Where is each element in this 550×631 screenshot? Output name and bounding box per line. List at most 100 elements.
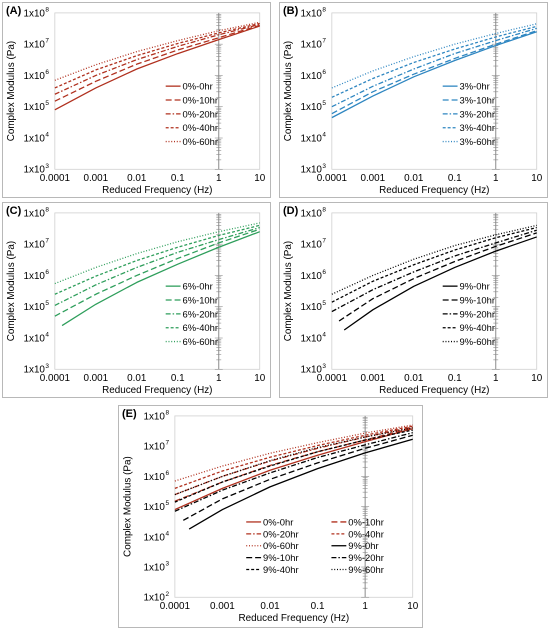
y-tick-label: 1x10 <box>301 102 323 113</box>
series-line <box>174 427 413 511</box>
x-axis-label: Reduced Frequency (Hz) <box>238 613 349 624</box>
series-line <box>174 425 413 489</box>
y-tick-label: 1x10 <box>24 365 46 376</box>
panel-label-e: (E) <box>122 408 137 420</box>
plot-area <box>54 12 261 170</box>
x-tick-label: 0.0001 <box>160 601 191 612</box>
series-line <box>331 226 537 303</box>
x-tick-label: 0.0001 <box>40 173 71 184</box>
y-tick-exponent: 6 <box>45 269 49 276</box>
x-tick-label: 10 <box>407 601 419 612</box>
chart-panel-a: 0.0001 0.001 0.01 0.1 1 10 1x10 3 1x10 4 1x10 5 1x10… <box>2 2 271 198</box>
panel-label-a: (A) <box>6 5 22 17</box>
legend-label: 0%-20hr <box>183 108 219 119</box>
legend: 9%-0hr 9%-10hr 9%-20hr 9%-40hr 9%-60hr <box>442 281 496 347</box>
legend-label: 0%-0hr <box>183 81 213 92</box>
x-tick-label: 0.0001 <box>317 373 348 384</box>
y-tick-exponent: 8 <box>322 206 326 213</box>
legend-label: 9%-40hr <box>460 322 496 333</box>
x-tick-label: 0.01 <box>127 173 147 184</box>
y-tick-exponent: 4 <box>322 332 326 339</box>
series-line <box>331 30 537 115</box>
x-axis-label: Reduced Frequency (Hz) <box>102 385 212 396</box>
legend-label: 9%-0hr <box>460 281 490 292</box>
y-tick-label: 1x10 <box>24 302 46 313</box>
y-axis-label: Complex Modulus (Pa) <box>283 41 294 141</box>
legend-label: 3%-0hr <box>460 81 490 92</box>
y-tick-exponent: 5 <box>165 500 169 507</box>
y-tick-exponent: 8 <box>45 206 49 213</box>
x-tick-label: 0.1 <box>171 173 185 184</box>
legend-label: 3%-20hr <box>460 108 496 119</box>
series-line <box>188 438 413 530</box>
chart-panel-d: 0.0001 0.001 0.01 0.1 1 10 1x10 3 1x10 4 1x10 5 1x10… <box>279 202 548 398</box>
x-axis-label: Reduced Frequency (Hz) <box>102 185 212 196</box>
legend-label: 0%-60hr <box>263 540 299 551</box>
legend-label: 0%-40hr <box>183 122 219 133</box>
x-tick-label: 0.01 <box>404 373 424 384</box>
chart-panel-c: 0.0001 0.001 0.01 0.1 1 10 1x10 3 1x10 4 1x10 5 1x10… <box>2 202 271 398</box>
plot-area <box>54 212 261 370</box>
y-tick-exponent: 3 <box>45 163 49 170</box>
plot-area <box>331 212 538 370</box>
y-tick-label: 1x10 <box>143 532 165 543</box>
x-tick-label: 0.1 <box>448 173 462 184</box>
legend-label: 9%-20hr <box>348 552 384 563</box>
y-tick-exponent: 8 <box>165 409 169 416</box>
y-tick-label: 1x10 <box>24 40 46 51</box>
y-tick-exponent: 6 <box>322 69 326 76</box>
legend-label: 0%-0hr <box>263 516 293 527</box>
x-tick-label: 0.001 <box>210 601 235 612</box>
legend-label: 3%-10hr <box>460 94 496 105</box>
y-tick-exponent: 8 <box>322 6 326 13</box>
y-tick-label: 1x10 <box>301 333 323 344</box>
legend: 0%-0hr 0%-10hr 0%-20hr 0%-40hr 0%-60hr <box>165 81 219 147</box>
legend-label: 0%-20hr <box>263 528 299 539</box>
y-axis-label: Complex Modulus (Pa) <box>122 456 133 557</box>
y-tick-exponent: 7 <box>45 38 49 45</box>
y-tick-label: 1x10 <box>24 333 46 344</box>
y-tick-exponent: 5 <box>322 100 326 107</box>
y-tick-label: 1x10 <box>301 302 323 313</box>
chart-panel-b: 0.0001 0.001 0.01 0.1 1 10 1x10 3 1x10 4 1x10 5 1x10… <box>279 2 548 198</box>
y-tick-exponent: 4 <box>45 132 49 139</box>
series-line <box>331 23 537 89</box>
series-line <box>174 429 413 503</box>
x-tick-label: 0.01 <box>260 601 280 612</box>
series-line <box>54 226 260 307</box>
x-tick-label: 0.1 <box>171 373 185 384</box>
legend-label: 0%-10hr <box>348 516 384 527</box>
y-tick-exponent: 7 <box>322 238 326 245</box>
legend-label: 6%-10hr <box>183 294 219 305</box>
y-tick-label: 1x10 <box>24 8 46 19</box>
x-axis-label: Reduced Frequency (Hz) <box>379 385 489 396</box>
x-tick-label: 1 <box>216 373 222 384</box>
series-line <box>343 236 537 331</box>
y-axis-label: Complex Modulus (Pa) <box>6 241 17 341</box>
legend-label: 0%-60hr <box>183 136 219 147</box>
legend: 3%-0hr 3%-10hr 3%-20hr 3%-40hr 3%-60hr <box>442 81 496 147</box>
legend-label: 0%-10hr <box>183 94 219 105</box>
series-line <box>54 228 260 317</box>
y-tick-label: 1x10 <box>301 133 323 144</box>
legend-label: 3%-40hr <box>460 122 496 133</box>
x-tick-label: 0.0001 <box>40 373 71 384</box>
panel-label-c: (C) <box>6 205 22 217</box>
y-tick-exponent: 7 <box>322 38 326 45</box>
y-tick-exponent: 6 <box>165 470 169 477</box>
plot-area <box>331 12 538 170</box>
plot-area <box>174 415 414 598</box>
y-tick-label: 1x10 <box>24 71 46 82</box>
series-line <box>174 432 413 512</box>
x-tick-label: 0.0001 <box>317 173 348 184</box>
legend: 6%-0hr 6%-10hr 6%-20hr 6%-40hr 6%-60hr <box>165 281 219 347</box>
reference-line-ticks <box>491 214 500 370</box>
x-tick-label: 0.001 <box>360 373 385 384</box>
y-tick-label: 1x10 <box>143 593 165 604</box>
y-tick-exponent: 4 <box>45 332 49 339</box>
y-tick-label: 1x10 <box>24 271 46 282</box>
y-tick-exponent: 5 <box>45 100 49 107</box>
panel-label-b: (B) <box>283 5 299 17</box>
